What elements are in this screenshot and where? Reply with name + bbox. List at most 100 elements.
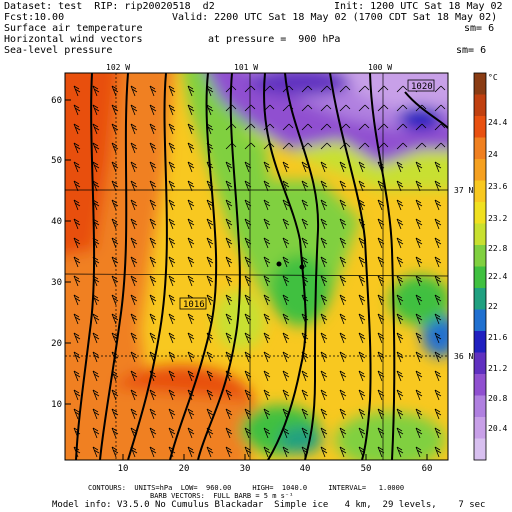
wind-barb <box>282 85 294 93</box>
wind-barb <box>434 370 442 382</box>
isobar-label-1020: 1020 <box>411 82 433 92</box>
wind-barb <box>73 294 81 306</box>
wind-barb <box>320 446 328 458</box>
wind-barb <box>168 218 176 230</box>
wind-barb <box>282 161 290 173</box>
wind-barb <box>149 446 157 458</box>
wind-barb <box>92 370 100 382</box>
colorbar-swatch <box>474 309 486 332</box>
y-tick: 50 <box>51 156 62 166</box>
wind-barb <box>92 332 100 344</box>
colorbar-label: 20.8 <box>488 394 507 403</box>
wind-barb <box>225 313 233 325</box>
colorbar-frame <box>473 72 487 461</box>
x-tick: 20 <box>179 464 190 474</box>
wind-barb <box>92 85 100 97</box>
init-time: Init: 1200 UTC Sat 18 May 02 <box>334 1 503 12</box>
wind-barb <box>130 370 138 382</box>
wind-barb <box>434 446 442 458</box>
wind-barb <box>415 275 423 287</box>
wind-barb <box>320 161 328 173</box>
wind-barb <box>111 85 119 97</box>
wind-barb <box>130 218 138 230</box>
wind-barb <box>225 180 233 192</box>
colorbar-swatch <box>474 395 486 418</box>
wind-barb <box>396 104 408 112</box>
wind-barb <box>358 180 366 192</box>
station-dot <box>299 264 305 270</box>
wind-barb <box>149 142 157 154</box>
wind-barb <box>415 389 423 401</box>
colorbar-swatch <box>474 438 486 461</box>
wind-barb <box>187 427 195 439</box>
wind-barb <box>263 180 271 192</box>
wind-barb <box>396 180 404 192</box>
y-tick: 40 <box>51 217 62 227</box>
wind-barb <box>263 237 271 249</box>
wind-barb <box>73 389 81 401</box>
wind-barb <box>339 351 347 363</box>
wind-barb <box>92 104 100 116</box>
wind-barb <box>168 370 176 382</box>
graticule <box>65 73 448 460</box>
wind-barb <box>320 218 328 230</box>
field-pressure: Sea-level pressure <box>4 45 113 56</box>
valid-time: Valid: 2200 UTC Sat 18 May 02 (1700 CDT … <box>172 12 498 23</box>
wind-barb <box>358 275 366 287</box>
wind-barb <box>73 218 81 230</box>
wind-barb <box>282 123 294 131</box>
wind-barb <box>415 427 423 439</box>
wind-barb <box>149 256 157 268</box>
wind-barb <box>92 446 100 458</box>
wind-barb <box>396 218 404 230</box>
wind-barb <box>339 104 351 112</box>
wind-barb <box>396 446 404 458</box>
wind-barb <box>168 104 176 116</box>
wind-barb <box>282 237 290 249</box>
wind-barb <box>339 313 347 325</box>
wind-barb <box>263 427 271 439</box>
y-tick: 10 <box>51 400 62 410</box>
y-tick: 20 <box>51 339 62 349</box>
y-tick: 60 <box>51 96 62 106</box>
wind-barb <box>358 256 366 268</box>
wind-barb <box>263 256 271 268</box>
wind-barb <box>301 85 313 93</box>
wind-barb <box>168 427 176 439</box>
colorbar-swatch <box>474 331 486 353</box>
wind-barb <box>301 427 309 439</box>
colorbar-label: 23.2 <box>488 214 507 223</box>
wind-barb <box>130 180 138 192</box>
wind-barb <box>111 408 119 420</box>
x-tick-labels: 10 20 30 40 50 60 <box>118 464 433 474</box>
field-wind: Horizontal wind vectors <box>4 34 143 45</box>
wind-barb <box>320 123 332 131</box>
wind-barb <box>168 351 176 363</box>
wind-barb <box>339 294 347 306</box>
wind-barb <box>263 332 271 344</box>
wind-barb <box>168 199 176 211</box>
wind-barb <box>415 218 423 230</box>
wind-barb <box>415 332 423 344</box>
colorbar-swatch <box>474 137 486 160</box>
wind-barb <box>206 294 214 306</box>
wind-barb <box>187 142 195 154</box>
wind-barb <box>358 313 366 325</box>
wind-barb <box>206 218 214 230</box>
wind-barb <box>111 104 119 116</box>
colorbar-label: 21.6 <box>488 333 507 342</box>
colorbar-swatch <box>474 202 486 224</box>
wind-barb <box>263 161 271 173</box>
wind-barb <box>263 199 271 211</box>
x-tick: 60 <box>422 464 433 474</box>
wind-barb <box>187 408 195 420</box>
footer-barbs: BARB VECTORS: FULL BARB = 5 m s⁻¹ <box>150 492 294 500</box>
wind-barb <box>187 313 195 325</box>
colorbar-swatch <box>474 266 486 289</box>
wind-barb <box>130 275 138 287</box>
wind-barb <box>396 389 404 401</box>
wind-barb <box>187 275 195 287</box>
wind-barb <box>339 427 347 439</box>
colorbar-swatch <box>474 159 486 181</box>
